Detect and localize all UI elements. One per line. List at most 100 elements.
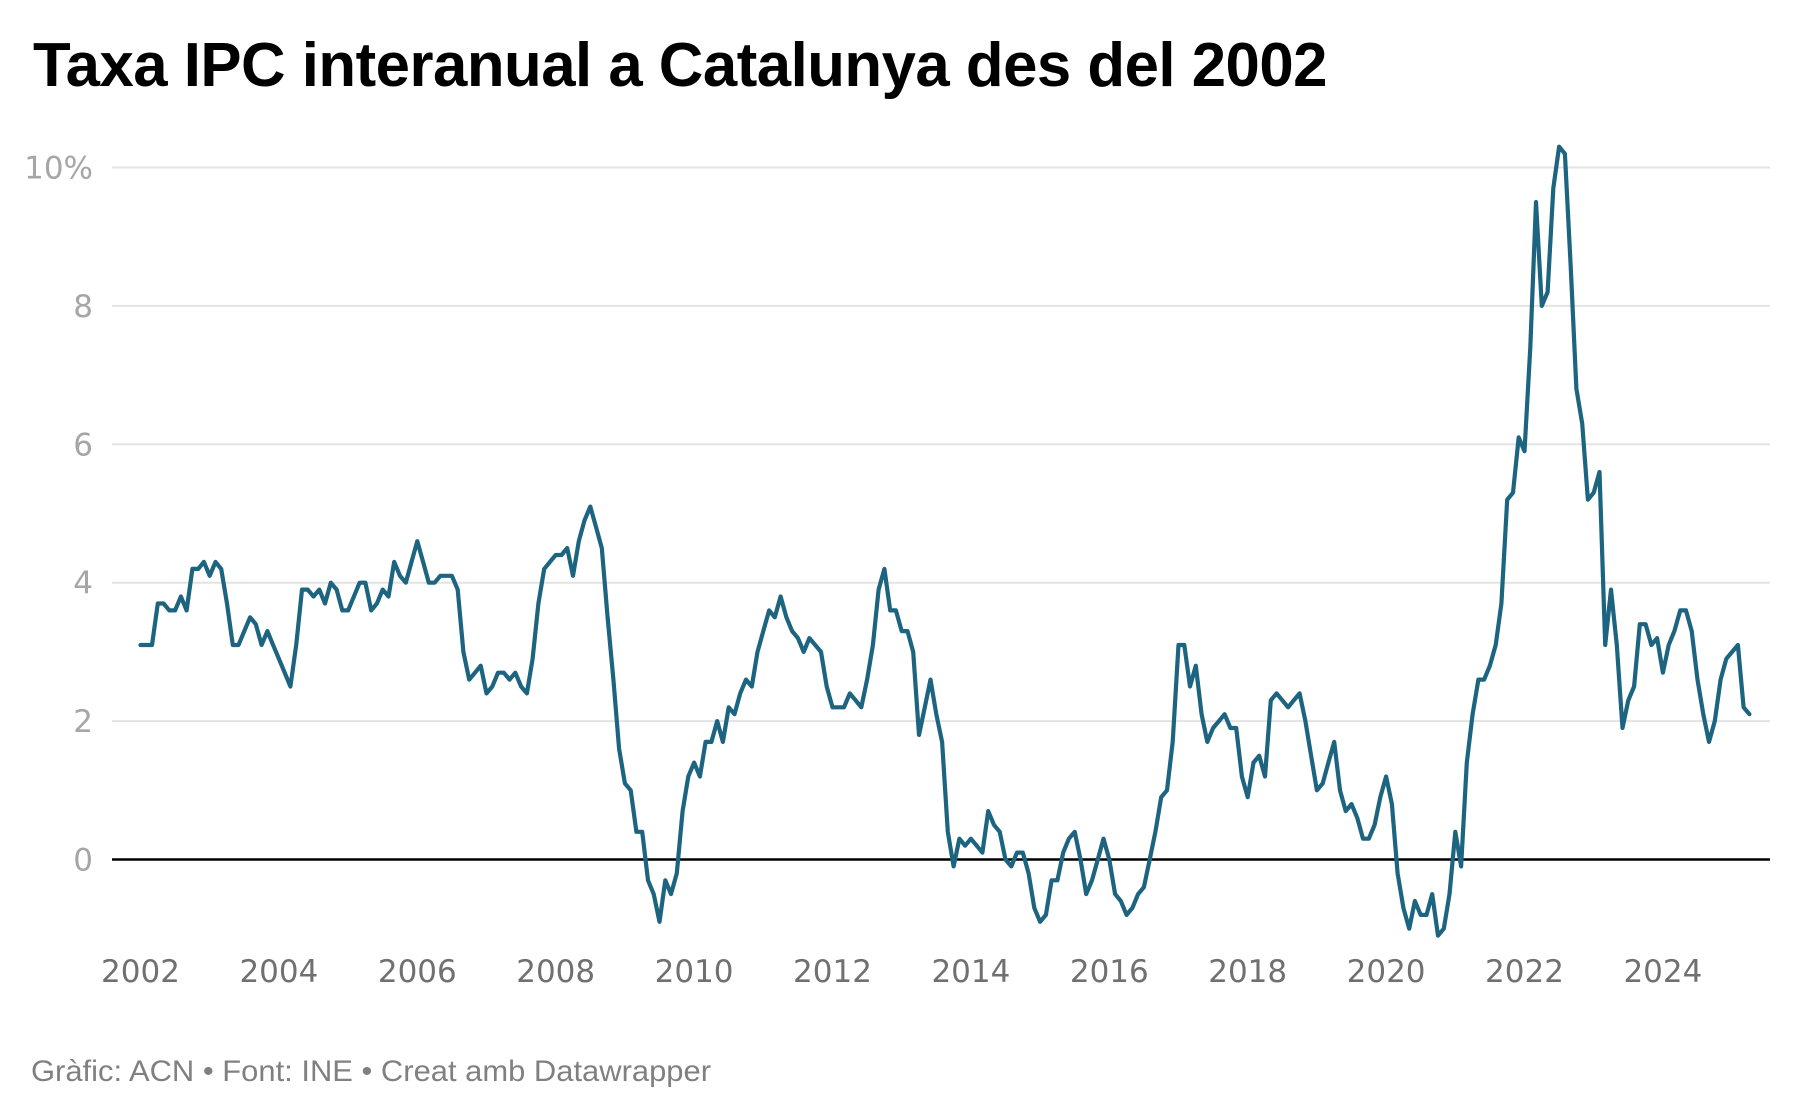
data-point xyxy=(588,505,592,509)
data-point xyxy=(721,740,725,744)
data-point xyxy=(1401,906,1405,910)
data-point xyxy=(825,685,829,689)
data-point xyxy=(167,608,171,612)
data-point xyxy=(214,560,218,564)
data-point xyxy=(663,878,667,882)
data-point xyxy=(1269,698,1273,702)
data-point xyxy=(1159,795,1163,799)
data-point xyxy=(1107,858,1111,862)
data-point xyxy=(1200,712,1204,716)
data-point xyxy=(1730,650,1734,654)
data-point xyxy=(865,678,869,682)
x-axis-labels: 2002 2004 2006 2008 2010 2012 2014 2016 2018 2020… xyxy=(101,954,1702,990)
data-point xyxy=(669,892,673,896)
data-point xyxy=(444,574,448,578)
data-point xyxy=(1528,345,1532,349)
data-point xyxy=(848,691,852,695)
data-point xyxy=(606,615,610,619)
data-point xyxy=(779,595,783,599)
data-point xyxy=(652,892,656,896)
data-point xyxy=(1044,913,1048,917)
data-point xyxy=(900,629,904,633)
data-point xyxy=(1032,906,1036,910)
data-point xyxy=(1119,899,1123,903)
data-point xyxy=(1373,823,1377,827)
data-point xyxy=(831,705,835,709)
data-point xyxy=(1378,795,1382,799)
data-point xyxy=(450,574,454,578)
data-point xyxy=(1067,837,1071,841)
data-point xyxy=(1309,754,1313,758)
data-point xyxy=(790,629,794,633)
data-point xyxy=(1430,892,1434,896)
data-point xyxy=(1194,664,1198,668)
data-point xyxy=(1217,719,1221,723)
x-tick-label: 2008 xyxy=(516,954,595,990)
data-point xyxy=(1021,851,1025,855)
y-tick-label: 2 xyxy=(73,704,93,740)
data-point xyxy=(1649,643,1653,647)
data-point xyxy=(1396,871,1400,875)
data-point xyxy=(1465,761,1469,765)
data-point xyxy=(1534,200,1538,204)
data-point xyxy=(600,546,604,550)
data-point xyxy=(1027,871,1031,875)
data-point xyxy=(623,781,627,785)
data-point xyxy=(1609,588,1613,592)
data-point xyxy=(1142,885,1146,889)
data-point xyxy=(1724,657,1728,661)
data-point xyxy=(306,588,310,592)
x-tick-label: 2002 xyxy=(101,954,180,990)
data-point xyxy=(1569,262,1573,266)
data-point xyxy=(335,588,339,592)
data-point xyxy=(392,560,396,564)
data-point xyxy=(1177,643,1181,647)
data-point xyxy=(975,844,979,848)
data-point xyxy=(906,629,910,633)
data-point xyxy=(496,671,500,675)
data-point xyxy=(704,740,708,744)
data-point xyxy=(1459,864,1463,868)
data-point xyxy=(288,685,292,689)
data-point xyxy=(1655,636,1659,640)
data-point xyxy=(577,539,581,543)
data-point xyxy=(1505,498,1509,502)
data-point xyxy=(352,595,356,599)
data-point xyxy=(438,574,442,578)
data-point xyxy=(761,629,765,633)
data-point xyxy=(1626,698,1630,702)
x-tick-label: 2024 xyxy=(1623,954,1702,990)
data-point xyxy=(1546,290,1550,294)
data-point xyxy=(1223,712,1227,716)
data-point xyxy=(1148,858,1152,862)
x-tick-label: 2010 xyxy=(655,954,734,990)
data-point xyxy=(1263,775,1267,779)
data-point xyxy=(1574,387,1578,391)
data-point xyxy=(1125,913,1129,917)
data-point xyxy=(611,678,615,682)
data-point xyxy=(1367,837,1371,841)
data-point xyxy=(1332,740,1336,744)
data-point xyxy=(1280,698,1284,702)
data-point xyxy=(363,581,367,585)
data-point xyxy=(1257,754,1261,758)
series-group xyxy=(138,144,1752,938)
data-point xyxy=(508,678,512,682)
data-point xyxy=(842,705,846,709)
data-point xyxy=(911,650,915,654)
data-point xyxy=(1690,629,1694,633)
data-point xyxy=(796,636,800,640)
data-point xyxy=(1050,878,1054,882)
data-point xyxy=(190,567,194,571)
data-point xyxy=(242,629,246,633)
data-point xyxy=(1390,802,1394,806)
data-point xyxy=(1315,788,1319,792)
data-point xyxy=(1586,498,1590,502)
data-point xyxy=(1038,920,1042,924)
data-point xyxy=(923,705,927,709)
data-point xyxy=(1055,878,1059,882)
data-point xyxy=(1350,802,1354,806)
data-point xyxy=(248,615,252,619)
data-point xyxy=(1551,186,1555,190)
data-point xyxy=(208,574,212,578)
